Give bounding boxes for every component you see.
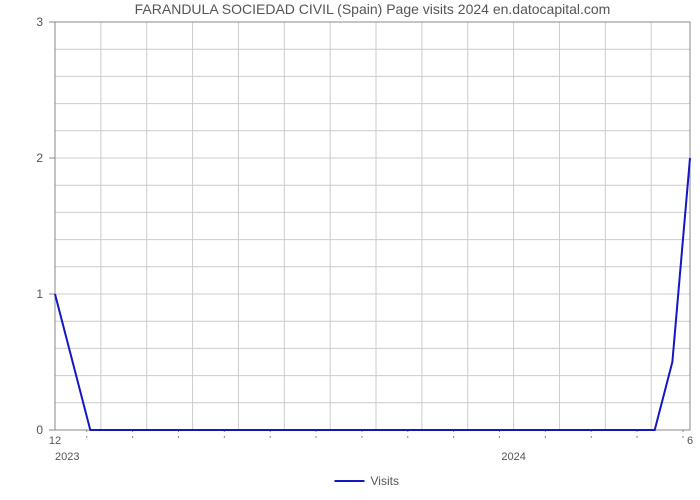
legend-label: Visits: [371, 474, 399, 488]
y-tick-label: 0: [36, 423, 43, 437]
chart-title: FARANDULA SOCIEDAD CIVIL (Spain) Page vi…: [135, 1, 611, 17]
x-tick-label: 6: [687, 435, 693, 447]
x-tick-label: 12: [49, 435, 61, 447]
plot-frame: [55, 22, 690, 430]
y-tick-label: 1: [36, 287, 43, 301]
visits-line-chart: FARANDULA SOCIEDAD CIVIL (Spain) Page vi…: [0, 0, 700, 500]
x-year-label: 2024: [501, 451, 525, 463]
x-year-label: 2023: [55, 451, 79, 463]
y-tick-label: 3: [36, 15, 43, 29]
y-tick-label: 2: [36, 151, 43, 165]
